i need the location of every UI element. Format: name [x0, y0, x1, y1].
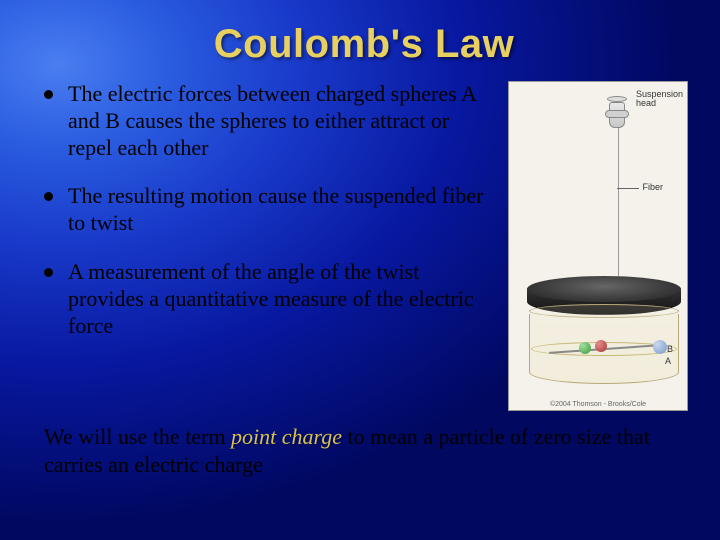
- slide-title: Coulomb's Law: [40, 22, 688, 67]
- bullet-list: The electric forces between charged sphe…: [40, 81, 492, 340]
- torsion-balance-figure: Suspension head Fiber B A ©2004 Thomson …: [508, 81, 688, 411]
- counter-sphere: [653, 340, 667, 354]
- label-suspension-head: Suspension head: [636, 90, 683, 108]
- bullet-item: The resulting motion cause the suspended…: [68, 183, 492, 237]
- label-fiber: Fiber: [642, 182, 663, 192]
- content-row: The electric forces between charged sphe…: [40, 81, 688, 411]
- footer-text: We will use the term point charge to mea…: [40, 423, 688, 478]
- figure-box: Suspension head Fiber B A ©2004 Thomson …: [508, 81, 688, 411]
- suspension-head-icon: [599, 92, 635, 128]
- bullet-list-container: The electric forces between charged sphe…: [40, 81, 498, 411]
- slide: Coulomb's Law The electric forces betwee…: [0, 0, 720, 540]
- bullet-item: The electric forces between charged sphe…: [68, 81, 492, 161]
- fiber-pointer: [617, 188, 639, 189]
- sphere-b: [595, 340, 607, 352]
- footer-term: point charge: [231, 424, 342, 449]
- label-a: A: [665, 356, 671, 366]
- label-b: B: [667, 344, 673, 354]
- fiber-line: [618, 128, 619, 276]
- bullet-item: A measurement of the angle of the twist …: [68, 259, 492, 339]
- sphere-a: [579, 342, 591, 354]
- footer-pre: We will use the term: [44, 424, 231, 449]
- figure-copyright: ©2004 Thomson - Brooks/Cole: [509, 401, 687, 408]
